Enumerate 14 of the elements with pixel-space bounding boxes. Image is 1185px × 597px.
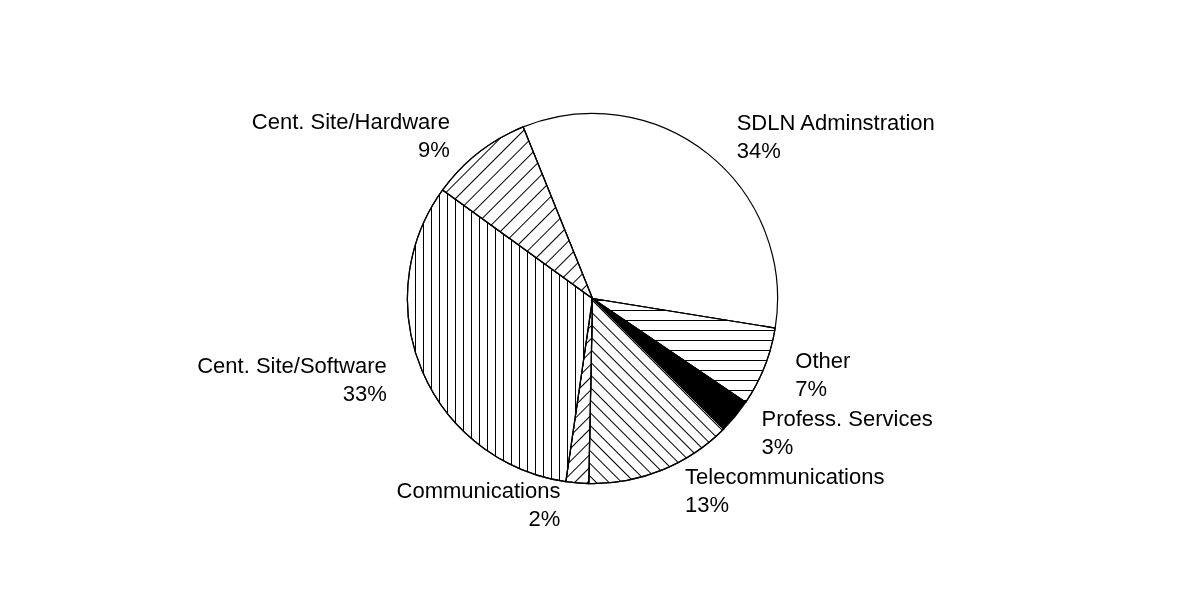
slice-label: Cent. Site/Software [197,352,387,378]
data-label: 13% [685,492,730,518]
data-label: 34% [736,138,781,164]
slice-label: Cent. Site/Hardware [251,108,450,134]
slice-label: Other [795,348,851,374]
data-label: 3% [761,434,794,460]
slice-label: Telecommunications [685,464,885,490]
slice-label: SDLN Adminstration [736,110,935,136]
data-label: 33% [342,380,387,406]
slice-label: Communications [396,478,561,504]
slice-label: Profess. Services [761,406,933,432]
data-label: 2% [528,506,561,532]
data-label: 7% [795,376,828,402]
data-label: 9% [418,136,450,162]
